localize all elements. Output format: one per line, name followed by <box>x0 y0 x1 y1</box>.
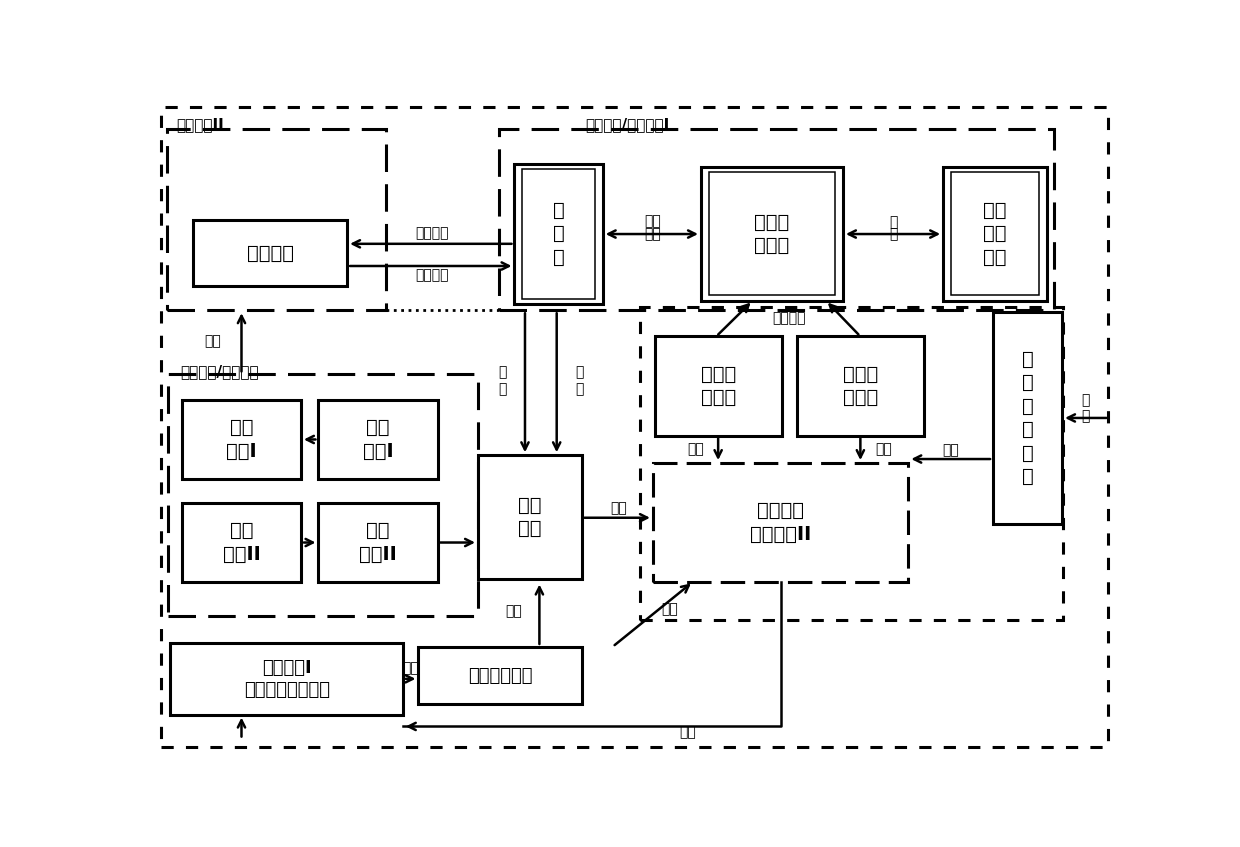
Bar <box>182 401 301 479</box>
Text: 数
据
库: 数 据 库 <box>553 201 564 267</box>
Text: 监测: 监测 <box>688 442 704 457</box>
Text: 安防系统I
（保护供能装置）: 安防系统I （保护供能装置） <box>243 659 330 699</box>
Text: 供能
模块I: 供能 模块I <box>226 418 257 461</box>
Text: 信息
备份
模块: 信息 备份 模块 <box>983 201 1007 267</box>
Text: 信息处
理模块: 信息处 理模块 <box>754 213 790 255</box>
Bar <box>640 307 1063 620</box>
Text: 产能
模块I: 产能 模块I <box>362 418 393 461</box>
Text: 同步: 同步 <box>402 661 419 675</box>
Bar <box>170 643 403 715</box>
Bar <box>942 167 1047 301</box>
Text: 控
制: 控 制 <box>575 366 584 396</box>
Text: 上报信息: 上报信息 <box>415 226 449 241</box>
Text: 备
用
能
源
系
统: 备 用 能 源 系 统 <box>1022 350 1033 486</box>
Text: 对比: 对比 <box>645 214 661 229</box>
Bar <box>993 312 1063 524</box>
Bar <box>477 455 582 579</box>
Text: 供能: 供能 <box>205 335 221 349</box>
Text: 产能
模块II: 产能 模块II <box>223 521 260 564</box>
Text: 更新控制: 更新控制 <box>415 268 449 282</box>
Bar <box>652 463 909 582</box>
Bar <box>522 169 595 299</box>
Text: 份: 份 <box>889 227 898 241</box>
Text: 能源监
测系统: 能源监 测系统 <box>701 365 735 407</box>
Bar <box>701 167 843 301</box>
Text: 通信系统II: 通信系统II <box>176 117 224 132</box>
Text: 分析: 分析 <box>645 227 661 241</box>
Text: 量子通信模块: 量子通信模块 <box>467 667 532 684</box>
Text: 控
制: 控 制 <box>498 366 507 396</box>
Bar <box>498 129 1054 310</box>
Text: 上报信息: 上报信息 <box>773 311 806 325</box>
Bar <box>166 129 386 310</box>
Text: 控
制: 控 制 <box>1081 393 1090 424</box>
Text: 通断
系统: 通断 系统 <box>518 495 542 539</box>
Bar <box>515 163 603 304</box>
Bar <box>951 172 1039 296</box>
Text: 供能: 供能 <box>942 443 959 457</box>
Text: 用能设备
安防系统II: 用能设备 安防系统II <box>750 501 811 544</box>
Text: 监测: 监测 <box>875 442 892 457</box>
Text: 控制: 控制 <box>680 725 696 739</box>
Text: 同步: 同步 <box>661 602 678 616</box>
Bar <box>182 503 301 582</box>
Text: 中控系统: 中控系统 <box>247 243 294 263</box>
Bar <box>708 172 836 296</box>
Text: 供能
模块II: 供能 模块II <box>360 521 397 564</box>
Bar <box>193 220 347 285</box>
Text: 供能系统/储能系统: 供能系统/储能系统 <box>180 364 259 379</box>
Bar <box>319 401 438 479</box>
Text: 内控系统/通信系统I: 内控系统/通信系统I <box>585 117 670 132</box>
Text: 程序监
测系统: 程序监 测系统 <box>843 365 878 407</box>
Text: 同步: 同步 <box>506 605 522 618</box>
Bar <box>797 336 924 435</box>
Text: 备: 备 <box>889 215 898 230</box>
Bar <box>169 374 477 616</box>
Bar <box>319 503 438 582</box>
Bar <box>655 336 781 435</box>
Text: 供能: 供能 <box>610 501 626 515</box>
Bar <box>418 647 582 704</box>
